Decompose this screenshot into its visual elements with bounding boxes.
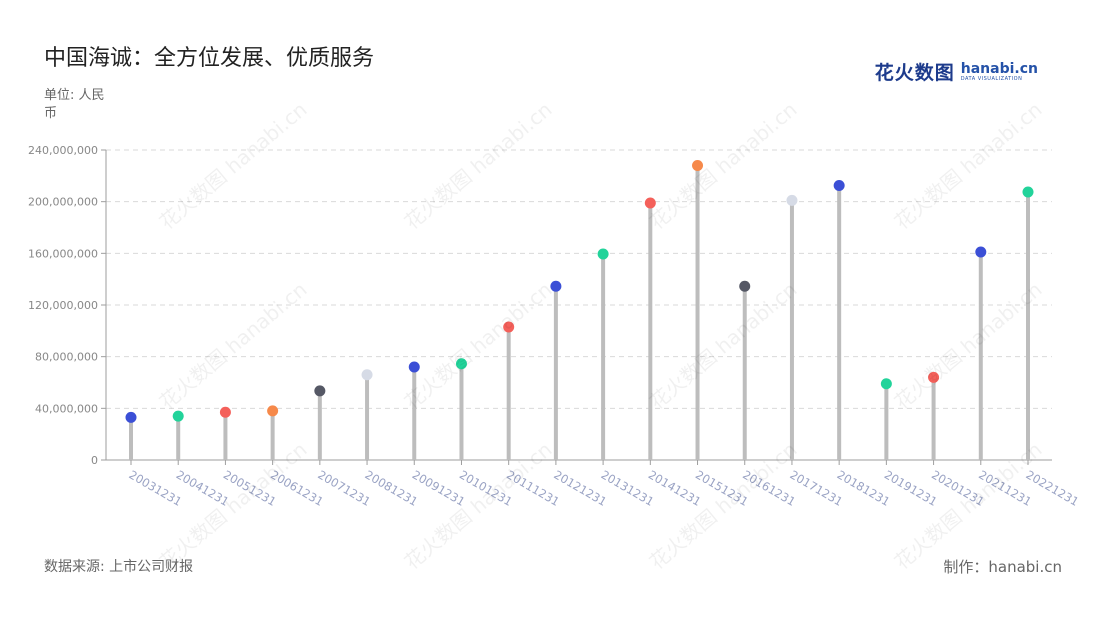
y-tick-label: 160,000,000 bbox=[28, 247, 98, 260]
x-tick-label: 20191231 bbox=[882, 467, 940, 508]
y-tick-label: 0 bbox=[91, 454, 98, 467]
lollipop-dot bbox=[220, 407, 231, 418]
x-tick-label: 20211231 bbox=[976, 467, 1034, 508]
y-tick-label: 200,000,000 bbox=[28, 196, 98, 209]
data-source-label: 数据来源: 上市公司财报 bbox=[44, 556, 209, 578]
x-tick-label: 20071231 bbox=[315, 467, 373, 508]
lollipop-dot bbox=[739, 281, 750, 292]
x-tick-label: 20131231 bbox=[599, 467, 657, 508]
x-tick-label: 20031231 bbox=[127, 467, 185, 508]
x-tick-label: 20141231 bbox=[646, 467, 704, 508]
x-tick-label: 20171231 bbox=[787, 467, 845, 508]
x-tick-label: 20061231 bbox=[268, 467, 326, 508]
y-tick-label: 120,000,000 bbox=[28, 299, 98, 312]
lollipop-dot bbox=[362, 369, 373, 380]
lollipop-dot bbox=[550, 281, 561, 292]
lollipop-dot bbox=[928, 372, 939, 383]
x-tick-label: 20221231 bbox=[1024, 467, 1082, 508]
x-tick-label: 20161231 bbox=[740, 467, 798, 508]
lollipop-dot bbox=[503, 321, 514, 332]
lollipop-dot bbox=[834, 180, 845, 191]
x-tick-label: 20091231 bbox=[410, 467, 468, 508]
x-tick-label: 20051231 bbox=[221, 467, 279, 508]
x-tick-label: 20041231 bbox=[174, 467, 232, 508]
x-tick-label: 20111231 bbox=[504, 467, 562, 508]
y-tick-label: 80,000,000 bbox=[35, 351, 98, 364]
lollipop-dot bbox=[692, 160, 703, 171]
lollipop-dot bbox=[456, 358, 467, 369]
y-tick-label: 240,000,000 bbox=[28, 144, 98, 157]
lollipop-dot bbox=[645, 197, 656, 208]
x-tick-label: 20151231 bbox=[693, 467, 751, 508]
lollipop-dot bbox=[409, 362, 420, 373]
credit-label: 制作：hanabi.cn bbox=[943, 556, 1062, 577]
x-tick-label: 20201231 bbox=[929, 467, 987, 508]
lollipop-dot bbox=[126, 412, 137, 423]
lollipop-dot bbox=[267, 405, 278, 416]
x-tick-label: 20181231 bbox=[835, 467, 893, 508]
lollipop-dot bbox=[975, 247, 986, 258]
x-tick-label: 20081231 bbox=[363, 467, 421, 508]
lollipop-dot bbox=[881, 378, 892, 389]
lollipop-dot bbox=[786, 195, 797, 206]
lollipop-dot bbox=[1023, 186, 1034, 197]
x-tick-label: 20101231 bbox=[457, 467, 515, 508]
x-tick-label: 20121231 bbox=[551, 467, 609, 508]
lollipop-dot bbox=[314, 385, 325, 396]
lollipop-dot bbox=[598, 248, 609, 259]
lollipop-dot bbox=[173, 411, 184, 422]
y-tick-label: 40,000,000 bbox=[35, 402, 98, 415]
